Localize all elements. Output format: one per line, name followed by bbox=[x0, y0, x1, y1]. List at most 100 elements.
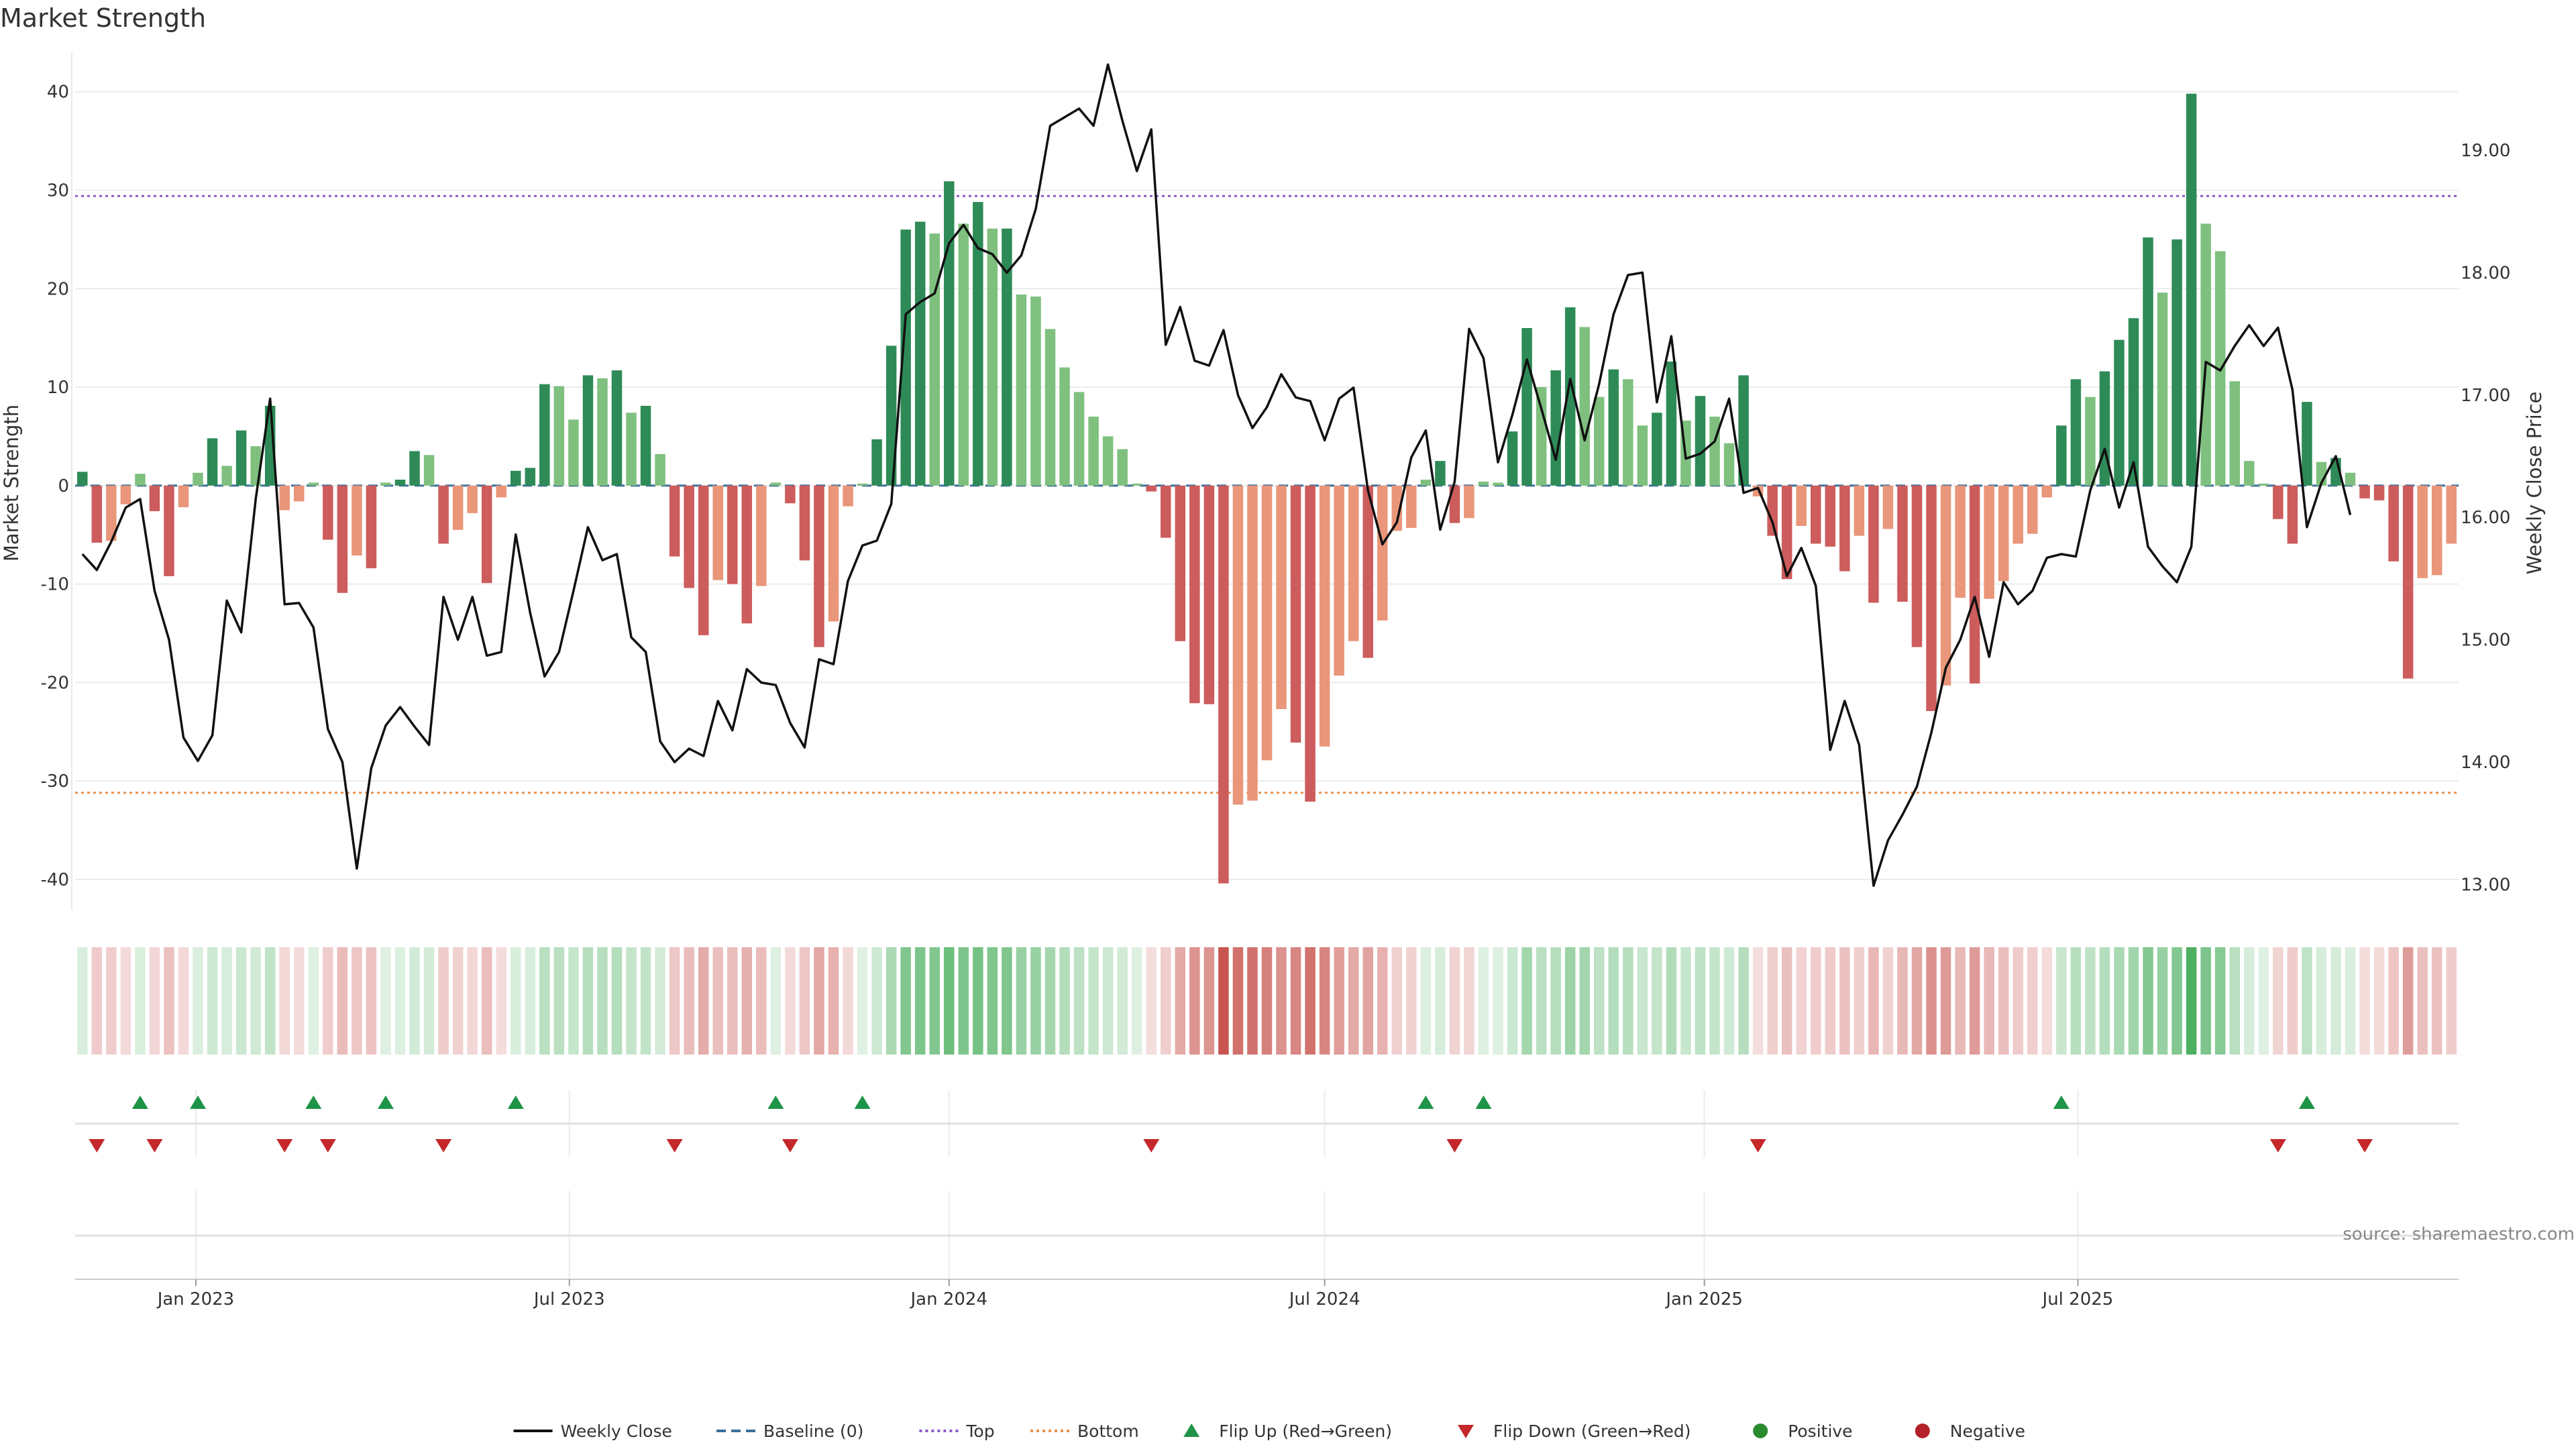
legend-label: Top bbox=[965, 1421, 994, 1441]
strength-bar bbox=[1276, 485, 1287, 710]
flip-down-marker bbox=[782, 1139, 798, 1152]
heat-cell bbox=[1811, 947, 1821, 1055]
heat-cell bbox=[438, 947, 449, 1055]
strength-bar bbox=[2345, 472, 2356, 486]
strength-bar bbox=[2171, 239, 2182, 486]
heat-cell bbox=[1752, 947, 1764, 1055]
strength-bar bbox=[1059, 367, 1070, 486]
heat-cell bbox=[1652, 947, 1662, 1055]
strength-bars bbox=[77, 93, 2457, 883]
heat-cell bbox=[1781, 947, 1792, 1055]
strength-bar bbox=[2114, 339, 2125, 486]
strength-bar bbox=[294, 485, 305, 502]
heat-cell bbox=[1507, 947, 1518, 1055]
strength-bar bbox=[1406, 485, 1417, 528]
strength-bar bbox=[2244, 461, 2255, 486]
strength-bar bbox=[1709, 417, 1720, 486]
strength-bar bbox=[1998, 485, 2009, 582]
strength-bar bbox=[1926, 485, 1937, 711]
heat-cell bbox=[1276, 947, 1287, 1055]
heat-cell bbox=[1825, 947, 1836, 1055]
heat-cell bbox=[1709, 947, 1720, 1055]
flip-up-marker bbox=[507, 1095, 524, 1109]
flip-down-marker bbox=[2357, 1139, 2373, 1152]
strength-bar bbox=[1666, 361, 1677, 486]
x-tick-label: Jan 2025 bbox=[1664, 1289, 1743, 1309]
heat-cell bbox=[1059, 947, 1070, 1055]
strength-bar bbox=[1290, 485, 1301, 743]
heat-cell bbox=[2417, 947, 2428, 1055]
heat-cell bbox=[1189, 947, 1200, 1055]
flip-down-marker bbox=[1446, 1139, 1463, 1152]
strength-bar bbox=[814, 485, 824, 647]
heat-cell bbox=[871, 947, 882, 1055]
heat-cell bbox=[828, 947, 839, 1055]
heat-cell bbox=[250, 947, 261, 1055]
legend-label: Flip Up (Red→Green) bbox=[1219, 1421, 1392, 1441]
strength-bar bbox=[2373, 485, 2385, 500]
x-axis: Jan 2023 Jul 2023 Jan 2024 Jul 2024 Jan 2025… bbox=[75, 1279, 2459, 1309]
heat-cell bbox=[756, 947, 767, 1055]
strength-bar bbox=[1088, 417, 1099, 486]
heat-cell bbox=[2359, 947, 2370, 1055]
legend-triangle-down-icon bbox=[1458, 1425, 1474, 1438]
y2-tick-label: 19.00 bbox=[2461, 141, 2510, 161]
strength-bar bbox=[1623, 379, 1633, 486]
heat-cell bbox=[352, 947, 362, 1055]
strength-bar bbox=[712, 485, 723, 580]
heat-cell bbox=[1406, 947, 1417, 1055]
heat-cell bbox=[2171, 947, 2182, 1055]
heat-cell bbox=[727, 947, 738, 1055]
strength-bar bbox=[1102, 436, 1114, 486]
strength-bar bbox=[597, 378, 608, 486]
strength-bar bbox=[973, 202, 983, 486]
strength-bar bbox=[2359, 485, 2370, 498]
strength-bar bbox=[467, 485, 478, 513]
strength-bar bbox=[553, 386, 565, 486]
strength-bar bbox=[1161, 485, 1171, 538]
strength-bar bbox=[828, 485, 839, 622]
strength-bar bbox=[611, 370, 623, 486]
price-line-layer bbox=[81, 63, 2352, 888]
y-tick-label: -10 bbox=[41, 575, 69, 595]
heat-cell bbox=[1044, 947, 1056, 1055]
heat-cell bbox=[2041, 947, 2053, 1055]
heat-cell bbox=[857, 947, 868, 1055]
strength-bar bbox=[1030, 297, 1041, 486]
strength-bar bbox=[2258, 483, 2269, 486]
strength-bar bbox=[640, 405, 651, 486]
flip-down-marker bbox=[146, 1139, 163, 1152]
y-tick-label: -30 bbox=[41, 771, 69, 792]
y2-tick-label: 14.00 bbox=[2461, 753, 2510, 773]
flip-up-marker bbox=[1417, 1095, 1434, 1109]
heat-cell bbox=[2431, 947, 2443, 1055]
strength-bar bbox=[727, 485, 738, 584]
strength-bar bbox=[626, 413, 637, 486]
heat-cell bbox=[1348, 947, 1359, 1055]
x-tick-label: Jan 2023 bbox=[156, 1289, 235, 1309]
strength-bar bbox=[1536, 387, 1547, 486]
flip-down-marker bbox=[1143, 1139, 1160, 1152]
flip-down-marker bbox=[1750, 1139, 1766, 1152]
heat-cell bbox=[149, 947, 160, 1055]
heat-cell bbox=[1854, 947, 1865, 1055]
strength-bar bbox=[1175, 485, 1186, 641]
heat-cell bbox=[2302, 947, 2312, 1055]
strength-bar bbox=[279, 485, 290, 511]
strength-bar bbox=[900, 229, 911, 486]
strength-bar bbox=[1955, 485, 1966, 598]
heat-cell bbox=[1334, 947, 1344, 1055]
heat-cell bbox=[712, 947, 723, 1055]
strength-bar bbox=[568, 419, 579, 486]
heat-cell bbox=[221, 947, 232, 1055]
heat-cell bbox=[799, 947, 810, 1055]
heat-cell bbox=[1319, 947, 1330, 1055]
strength-bar bbox=[1391, 485, 1403, 531]
heat-cell bbox=[467, 947, 478, 1055]
flip-up-marker bbox=[1475, 1095, 1492, 1109]
strength-bar bbox=[2229, 381, 2240, 486]
heat-cell bbox=[1550, 947, 1561, 1055]
strength-bar bbox=[106, 485, 117, 541]
flip-down-marker bbox=[666, 1139, 683, 1152]
legend-label: Flip Down (Green→Red) bbox=[1493, 1421, 1691, 1441]
